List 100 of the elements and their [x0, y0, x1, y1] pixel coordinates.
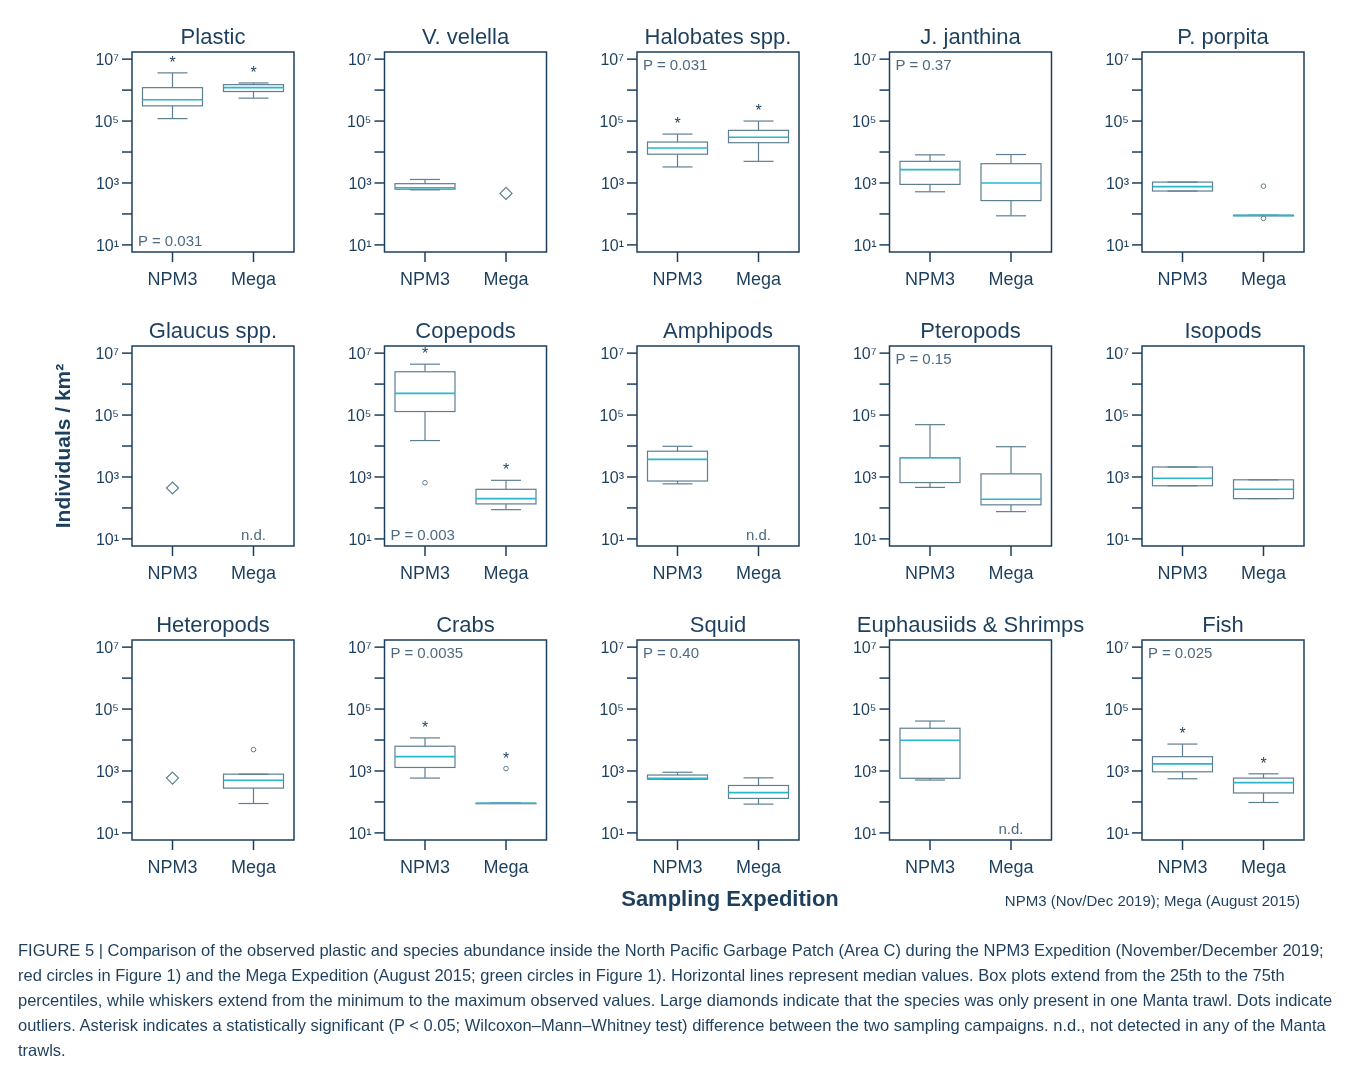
y-tick-label: 10⁷: [600, 51, 625, 69]
y-tick-label: 10¹: [600, 236, 624, 254]
x-tick-label: NPM3: [399, 563, 451, 583]
chart-title: Fish: [1202, 612, 1244, 637]
x-tick-label: Mega: [988, 563, 1035, 583]
annotation: P = 0.40: [643, 644, 700, 661]
chart-title: Copepods: [415, 318, 516, 343]
y-tick-label: 10⁵: [94, 407, 119, 425]
y-tick-label: 10¹: [348, 236, 372, 254]
y-tick-label: 10³: [853, 468, 878, 486]
x-tick-label: Mega: [230, 563, 277, 583]
x-tick-label: Mega: [1240, 563, 1287, 583]
x-tick-label: Mega: [988, 857, 1035, 877]
y-tick-label: 10⁷: [347, 345, 372, 363]
annotation: *: [502, 749, 510, 767]
y-tick-label: 10³: [95, 174, 120, 192]
y-tick-label: 10¹: [853, 824, 877, 842]
y-tick-label: 10³: [348, 762, 373, 780]
annotation: P = 0.37: [895, 56, 952, 73]
y-tick-label: 10⁷: [347, 51, 372, 69]
y-tick-label: 10¹: [600, 824, 624, 842]
chart-title: Halobates spp.: [644, 24, 792, 49]
y-tick-label: 10³: [600, 762, 625, 780]
y-tick-label: 10⁵: [1104, 407, 1129, 425]
annotation: n.d.: [998, 820, 1024, 837]
annotation: P = 0.031: [643, 56, 708, 73]
y-tick-label: 10⁵: [852, 407, 877, 425]
x-tick-label: Mega: [1240, 857, 1287, 877]
y-tick-label: 10³: [95, 468, 120, 486]
y-tick-label: 10⁵: [599, 113, 624, 131]
y-tick-label: 10⁷: [600, 639, 625, 657]
y-tick-label: 10⁷: [95, 639, 120, 657]
x-tick-label: NPM3: [1157, 563, 1208, 583]
y-tick-label: 10⁵: [1104, 701, 1129, 719]
y-tick-label: 10³: [853, 762, 878, 780]
y-tick-label: 10³: [1105, 174, 1130, 192]
y-tick-label: 10³: [348, 468, 373, 486]
y-tick-label: 10⁵: [599, 407, 624, 425]
y-tick-label: 10¹: [1105, 530, 1129, 548]
chart-title: Amphipods: [662, 318, 774, 343]
chart-title: Pteropods: [920, 318, 1021, 343]
y-tick-label: 10¹: [348, 824, 372, 842]
y-tick-label: 10⁵: [599, 701, 624, 719]
x-tick-label: NPM3: [147, 269, 198, 289]
y-tick-label: 10⁵: [1104, 113, 1129, 131]
x-tick-label: Mega: [483, 563, 530, 583]
x-tick-label: NPM3: [399, 269, 451, 289]
y-tick-label: 10⁷: [347, 639, 372, 657]
y-tick-label: 10⁷: [1105, 345, 1130, 363]
chart-title: Plastic: [180, 24, 246, 49]
chart-title: Isopods: [1184, 318, 1262, 343]
x-tick-label: NPM3: [652, 857, 703, 877]
x-tick-label: NPM3: [147, 857, 198, 877]
chart-title: V. velella: [421, 24, 510, 49]
y-tick-label: 10¹: [1105, 236, 1129, 254]
annotation: *: [755, 102, 762, 120]
chart-title: P. porpita: [1177, 24, 1270, 49]
x-tick-label: Mega: [483, 269, 530, 289]
caption: FIGURE 5 | Comparison of the observed plastic and species abundance inside the North Pacific Garbage Patch (Area C) during the NPM3 Expedition (November/December 2019; red circles in Figure 1) and the Mega Expedition (August 2015; green circles in Figure 1). Horizontal lines represent median values. Box plots extend from the 25th to the 75th percentiles, while whiskers extend from the minimum to the maximum observed values. Large diamonds indicate that the species was only present in one Manta trawl. Dots indicate outliers. Asterisk indicates a statistically significant (P < 0.05; Wilcoxon–Mann–Whitney test) difference between the two sampling campaigns. n.d., not detected in any of the Manta trawls.: [18, 940, 1334, 1061]
y-tick-label: 10³: [95, 762, 120, 780]
x-tick-label: NPM3: [652, 269, 703, 289]
y-tick-label: 10⁷: [600, 345, 625, 363]
annotation: P = 0.0035: [390, 644, 464, 661]
y-tick-label: 10⁷: [1105, 51, 1130, 69]
annotation: P = 0.025: [1148, 644, 1213, 661]
y-tick-label: 10¹: [95, 236, 119, 254]
y-tick-label: 10¹: [348, 530, 372, 548]
y-tick-label: 10¹: [853, 236, 877, 254]
y-tick-label: 10³: [1105, 468, 1130, 486]
x-tick-label: Mega: [230, 857, 277, 877]
y-tick-label: 10¹: [1105, 824, 1129, 842]
y-tick-label: 10⁷: [852, 345, 877, 363]
x-tick-label: NPM3: [904, 563, 956, 583]
annotation: *: [250, 63, 257, 81]
annotation: *: [674, 115, 681, 133]
chart-title: J. janthina: [920, 24, 1022, 49]
y-tick-label: 10³: [600, 174, 625, 192]
y-tick-label: 10⁵: [94, 113, 119, 131]
x-tick-label: NPM3: [1157, 857, 1208, 877]
y-tick-label: 10⁵: [347, 113, 372, 131]
annotation: P = 0.031: [138, 232, 203, 249]
y-tick-label: 10⁷: [852, 51, 877, 69]
x-tick-label: NPM3: [399, 857, 451, 877]
annotation: n.d.: [745, 526, 772, 543]
y-tick-label: 10⁵: [347, 407, 372, 425]
chart-title: Euphausiids & Shrimps: [856, 612, 1085, 637]
x-tick-label: Mega: [735, 269, 782, 289]
y-tick-label: 10⁷: [95, 345, 120, 363]
y-tick-label: 10⁵: [852, 113, 877, 131]
x-tick-label: Mega: [735, 857, 782, 877]
y-tick-label: 10⁵: [347, 701, 372, 719]
annotation: *: [421, 718, 429, 736]
y-tick-label: 10¹: [95, 530, 119, 548]
chart-title: Heteropods: [156, 612, 270, 637]
x-axis-title: Sampling Expedition: [621, 886, 839, 911]
y-tick-label: 10¹: [853, 530, 877, 548]
y-tick-label: 10⁵: [94, 701, 119, 719]
annotation: *: [1179, 725, 1186, 743]
x-tick-label: Mega: [735, 563, 782, 583]
annotation: P = 0.15: [895, 350, 952, 367]
